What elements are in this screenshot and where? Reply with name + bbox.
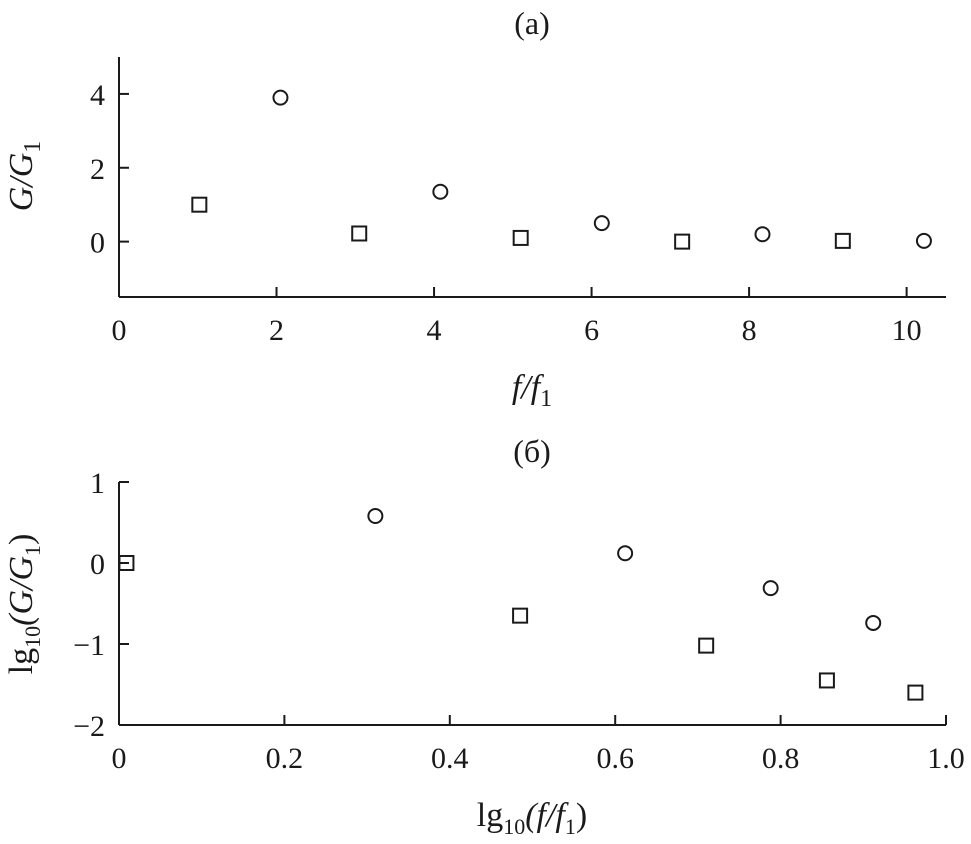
panel-b-x-tick-label: 0.8 <box>762 742 800 775</box>
panel-b-square-point <box>118 555 135 571</box>
panel-a-y-tick-label: 0 <box>90 227 105 260</box>
panel-a-square-point <box>191 196 208 213</box>
panel-a: (a) 0 2 4 6 8 10 0 2 4 f/f1 G/G1 <box>3 5 946 412</box>
panel-a-plot-area: 0 2 4 6 8 10 0 2 4 <box>90 57 946 347</box>
panel-a-circle-point <box>593 215 610 232</box>
panel-b-x-tick-label: 0.2 <box>266 742 304 775</box>
panel-a-square-point <box>512 229 529 246</box>
panel-a-x-tick-label: 8 <box>742 314 757 347</box>
panel-a-circle-point <box>754 226 771 243</box>
panel-b-title: (б) <box>513 433 551 469</box>
panel-b-circle-point <box>762 580 779 597</box>
panel-a-square-point <box>834 232 851 249</box>
panel-b-y-tick-label: −1 <box>73 629 105 662</box>
panel-b-square-point <box>512 607 529 624</box>
panel-b-y-axis-label: lg10(G/G1) <box>3 534 45 675</box>
panel-b-square-point <box>818 672 835 689</box>
panel-b-x-tick-label: 1.0 <box>927 742 965 775</box>
panel-a-x-tick-label: 0 <box>112 314 127 347</box>
panel-b-circle-point <box>367 508 384 525</box>
panel-a-y-axis-label: G/G1 <box>3 141 46 212</box>
panel-b-plot-area: 0 0.2 0.4 0.6 0.8 1.0 −2 −1 0 1 <box>73 467 965 775</box>
panel-a-circle-point <box>432 183 449 200</box>
panel-b-x-tick-label: 0.6 <box>596 742 634 775</box>
panel-a-square-point <box>351 225 368 242</box>
panel-a-square-point <box>674 233 691 250</box>
panel-a-x-tick-label: 10 <box>892 314 922 347</box>
panel-a-y-tick-label: 2 <box>90 153 105 186</box>
panel-b-x-tick-label: 0.4 <box>431 742 469 775</box>
panel-b-circle-point <box>617 545 634 562</box>
panel-b-x-tick-label: 0 <box>112 742 127 775</box>
panel-b-circle-point <box>865 614 882 631</box>
panel-a-y-tick-label: 4 <box>90 79 105 112</box>
panel-b-y-tick-label: 1 <box>90 467 105 500</box>
panel-b-square-point <box>907 684 924 701</box>
panel-b-y-tick-label: 0 <box>90 548 105 581</box>
panel-a-circle-point <box>272 89 289 106</box>
panel-b-x-axis-label: lg10(f/f1) <box>477 797 587 839</box>
panel-b-y-tick-label: −2 <box>73 710 105 743</box>
panel-a-x-tick-label: 4 <box>427 314 442 347</box>
panel-a-circle-point <box>915 232 932 249</box>
panel-a-x-axis-label: f/f1 <box>512 369 552 412</box>
panel-a-title: (a) <box>514 5 550 41</box>
panel-a-x-tick-label: 2 <box>269 314 284 347</box>
panel-b: (б) 0 0.2 0.4 0.6 0.8 1.0 −2 −1 0 1 lg10(f/f1) lg… <box>3 433 965 839</box>
panel-b-square-point <box>698 637 715 654</box>
panel-a-x-tick-label: 6 <box>584 314 599 347</box>
